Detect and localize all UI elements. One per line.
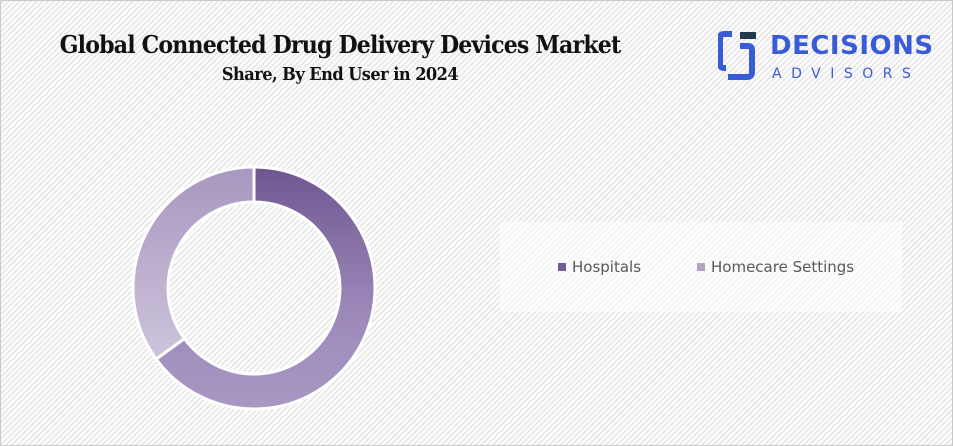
logo-wordmark: DECISIONS <box>770 31 934 61</box>
logo-subtext: ADVISORS <box>772 66 921 82</box>
legend-label-hospitals: Hospitals <box>572 258 642 276</box>
donut-chart <box>131 165 377 411</box>
chart-subtitle: Share, By End User in 2024 <box>221 64 459 85</box>
legend-swatch-hospitals <box>558 263 566 271</box>
legend-item-hospitals: Hospitals <box>558 258 641 276</box>
chart-title: Global Connected Drug Delivery Devices M… <box>59 30 622 59</box>
donut-slice-homecare-settings <box>131 165 256 362</box>
legend-swatch-homecare-settings <box>697 263 705 271</box>
legend-item-homecare-settings: Homecare Settings <box>697 258 854 276</box>
company-logo: DECISIONS ADVISORS <box>718 28 938 86</box>
donut-slice-hospitals <box>154 165 377 411</box>
decisions-advisors-logo-icon <box>718 31 756 80</box>
legend-label-homecare-settings: Homecare Settings <box>711 258 855 276</box>
legend: Hospitals Homecare Settings <box>500 222 902 312</box>
